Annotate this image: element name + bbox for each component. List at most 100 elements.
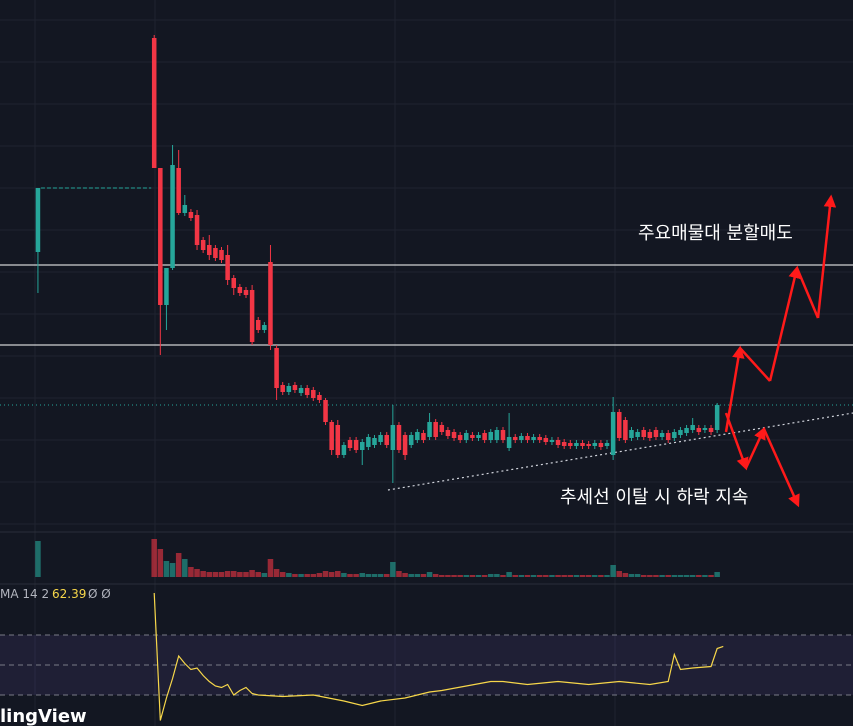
candle-body [641,430,646,437]
volume-bar [163,561,170,577]
candle-body [415,432,420,440]
candle-body [598,443,604,447]
volume-bar [255,572,261,577]
candle-body [457,435,463,440]
volume-bar [543,575,549,577]
volume-bar [628,574,635,577]
candle-body [586,444,591,446]
volume-bar [647,575,653,577]
volume-bar [677,575,684,577]
volume-bar [665,575,671,577]
volume-bar [200,571,206,577]
volume-bar [457,575,463,577]
arrow [795,267,820,319]
candle-body [439,425,445,432]
rsi-label: MA 14 2 [0,587,49,601]
candle-body [512,437,518,440]
arrow [739,347,771,382]
volume-bar [353,574,359,577]
arrow [762,428,800,508]
volume-bar [402,573,408,577]
arrow [744,426,766,469]
arrow [724,412,749,471]
candle-body [268,262,273,345]
candle-body [549,440,555,442]
candle-body [298,388,304,393]
candle-body [604,443,610,446]
candle-body [659,433,665,437]
candle-body [219,250,224,260]
candle-body [335,425,341,455]
volume-bar [408,574,414,577]
candle-body [574,443,579,446]
candle-body [231,278,237,288]
volume-bar [249,570,255,577]
volume-bar [237,572,243,577]
volume-bar [659,575,665,577]
volume-bar [702,575,708,577]
rsi-line [153,592,724,721]
volume-bar [151,539,157,577]
volume-bar [322,571,329,577]
volume-bar [683,575,690,577]
candle-body [353,440,359,450]
candle-body [690,425,695,430]
candle-body [311,390,316,398]
candle-body [464,433,469,440]
candle-body [555,440,561,445]
candle-body [427,422,432,437]
candle-body [647,432,653,438]
volume-bar [469,575,476,577]
candle-body [623,420,628,440]
volume-bar [549,575,555,577]
candle-body [635,432,640,437]
volume-bar [530,575,537,577]
candle-body [580,443,585,446]
candle-body [470,435,475,438]
candle-body [194,215,200,245]
volume-bar [518,575,525,577]
candle-body [347,440,353,448]
candle-body [445,430,451,436]
candle-body [225,255,230,280]
candle-body [255,320,261,330]
arrow [768,265,801,382]
candle-body [396,425,402,450]
candle-body [359,442,365,450]
volume-bar [494,574,500,577]
volume-bar [689,575,696,577]
volume-bar [573,575,580,577]
candle-body [500,430,506,440]
candle-body [629,430,634,438]
candle-body [188,212,194,218]
candle-body [378,435,383,442]
candle-body [714,405,720,430]
candle-body [207,245,212,255]
candle-body [525,436,530,440]
volume-bar [328,572,335,577]
candle-body [164,268,169,305]
candle-body [158,168,163,305]
volume-bar [579,575,586,577]
volume-bar [432,574,439,577]
volume-bar [653,575,659,577]
volume-bar [267,559,274,577]
volume-bar [169,563,176,577]
candle-body [249,290,255,342]
volume-bar [445,575,451,577]
candle-body [494,430,500,440]
candle-body [408,435,414,445]
arrows [724,194,837,508]
candle-body [384,435,389,445]
volume-bar [383,574,390,577]
candle-body [678,430,683,435]
candle-body [170,165,175,268]
volume-bar [212,572,219,577]
volume-bar [463,575,470,577]
volume-bar [243,572,249,577]
volume-bar [35,541,41,577]
volume-bar [175,553,182,577]
volume-bar [616,571,623,577]
candle-body [366,437,371,447]
